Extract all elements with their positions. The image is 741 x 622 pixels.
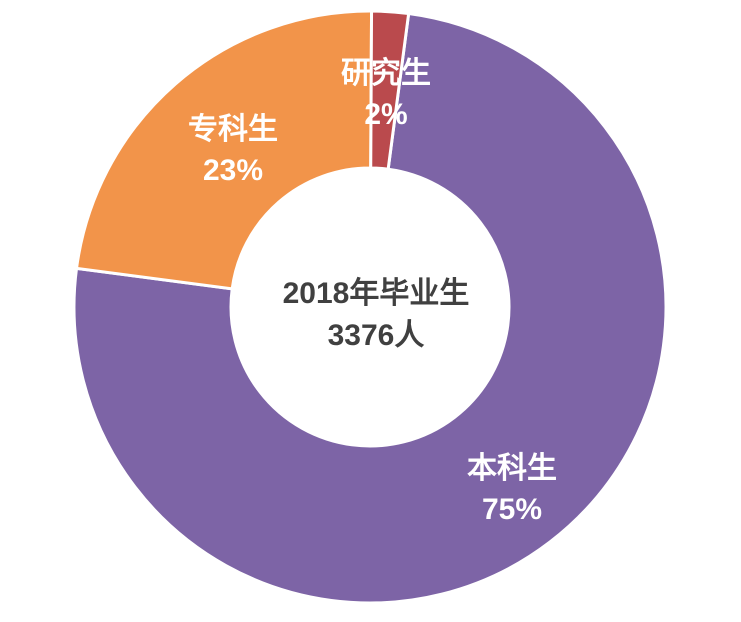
donut-slices [72, 9, 668, 605]
donut-slice-研究生 [369, 9, 411, 171]
donut-slice-本科生 [72, 11, 668, 605]
donut-slice-专科生 [74, 9, 374, 291]
